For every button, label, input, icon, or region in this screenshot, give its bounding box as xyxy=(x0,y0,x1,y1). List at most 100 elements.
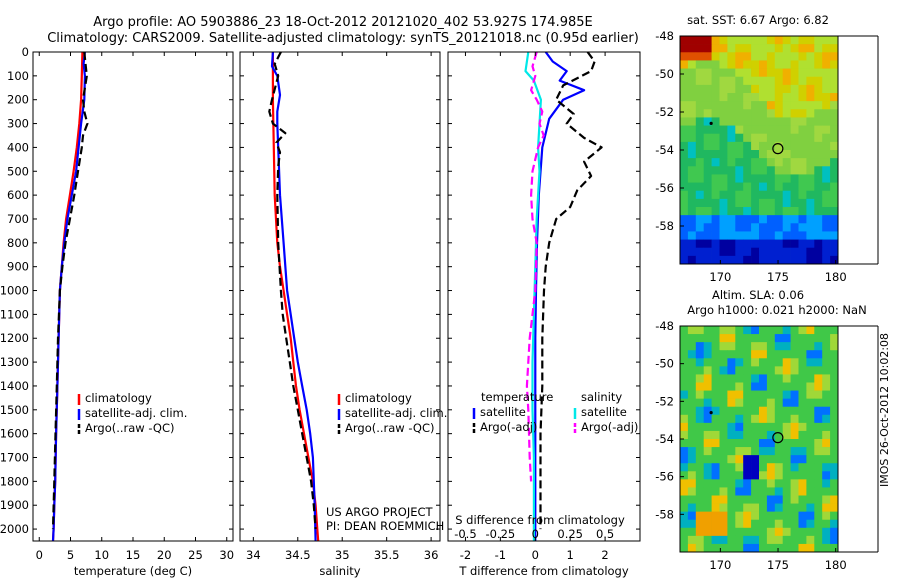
map-cell xyxy=(759,84,768,94)
map-cell xyxy=(703,422,712,432)
map-cell xyxy=(751,44,760,53)
map-cell xyxy=(751,84,760,94)
map-cell xyxy=(774,247,783,257)
map-cell xyxy=(727,374,736,383)
map-cell xyxy=(743,190,752,200)
map-cell xyxy=(790,334,799,343)
map-cell xyxy=(751,495,760,504)
map-cell xyxy=(719,231,728,240)
map-cell xyxy=(830,503,839,512)
map-cell xyxy=(711,182,720,192)
map-cell xyxy=(751,334,760,343)
map-cell xyxy=(743,422,752,432)
map-cell xyxy=(782,76,791,86)
map-cell xyxy=(790,519,799,529)
map-cell xyxy=(719,207,728,216)
map-cell xyxy=(774,334,783,343)
y-tick-label: 400 xyxy=(7,140,29,154)
map-cell xyxy=(695,93,704,102)
map-cell xyxy=(743,158,752,167)
map-cell xyxy=(830,366,839,375)
map-cell xyxy=(751,422,760,432)
map-cell xyxy=(774,422,783,432)
map-cell xyxy=(759,207,768,216)
map-cell xyxy=(687,76,697,86)
map-cell xyxy=(814,527,823,537)
map-cell xyxy=(743,326,752,335)
map-cell xyxy=(743,182,752,192)
map-cell xyxy=(814,439,823,448)
map-cell xyxy=(743,447,752,456)
map-cell xyxy=(798,527,807,537)
map-cell xyxy=(814,471,823,480)
map-cell xyxy=(735,133,744,143)
map-cell xyxy=(695,447,704,456)
map-cell xyxy=(719,109,728,118)
map-cell xyxy=(735,255,744,265)
map-cell xyxy=(766,374,776,383)
map-cell xyxy=(830,44,839,53)
map-cell xyxy=(703,109,712,118)
map-cell xyxy=(727,84,736,94)
map-cell xyxy=(759,198,768,208)
map-cell xyxy=(703,255,712,265)
map-cell xyxy=(703,439,712,448)
map-cell xyxy=(822,439,831,448)
map-subtitle: Argo h1000: 0.021 h2000: NaN xyxy=(687,303,866,317)
map-cell xyxy=(766,390,776,399)
map-cell xyxy=(774,374,783,383)
map-cell xyxy=(814,166,823,175)
map-cell xyxy=(719,414,728,424)
map-cell xyxy=(766,255,776,265)
map-cell xyxy=(735,117,744,126)
map-cell xyxy=(751,463,760,472)
map-cell xyxy=(695,527,704,537)
map-cell xyxy=(830,326,839,335)
map-cell xyxy=(806,125,815,135)
x-tick-label: 5 xyxy=(67,548,74,562)
map-cell xyxy=(751,223,760,232)
map-cell xyxy=(782,430,791,440)
y-tick-label: 800 xyxy=(7,236,29,250)
map-cell xyxy=(711,503,720,512)
map-cell xyxy=(711,166,720,175)
map-cell xyxy=(711,76,720,86)
map-cell xyxy=(695,109,704,118)
map-cell xyxy=(814,382,823,391)
map-cell xyxy=(830,150,839,159)
map-cell xyxy=(806,84,815,94)
map-cell xyxy=(782,479,791,488)
map-cell xyxy=(719,479,728,488)
map-cell xyxy=(774,487,783,496)
map-cell xyxy=(806,543,815,553)
map-cell xyxy=(695,406,704,416)
map-cell xyxy=(695,430,704,440)
map-cell xyxy=(680,93,689,102)
map-cell xyxy=(759,503,768,512)
map-cell xyxy=(782,101,791,110)
map-cell xyxy=(790,223,799,232)
map-cell xyxy=(743,36,752,45)
map-cell xyxy=(743,495,752,504)
map-cell xyxy=(727,182,736,192)
map-cell xyxy=(687,382,697,391)
map-cell xyxy=(719,519,728,529)
map-cell xyxy=(687,174,697,183)
map-cell xyxy=(759,519,768,529)
map-cell xyxy=(687,430,697,440)
map-cell xyxy=(711,223,720,232)
map-cell xyxy=(687,52,697,61)
map-cell xyxy=(766,334,776,343)
map-cell xyxy=(806,239,815,249)
map-cell xyxy=(687,414,697,424)
map-cell xyxy=(806,495,815,504)
y-tick-label: 300 xyxy=(7,117,29,131)
map-cell xyxy=(782,190,791,200)
map-cell xyxy=(774,471,783,480)
map-cell xyxy=(703,223,712,232)
map-cell xyxy=(735,447,744,456)
map-cell xyxy=(822,198,831,208)
map-cell xyxy=(751,133,760,143)
map-cell xyxy=(766,414,776,424)
map-cell xyxy=(695,133,704,143)
